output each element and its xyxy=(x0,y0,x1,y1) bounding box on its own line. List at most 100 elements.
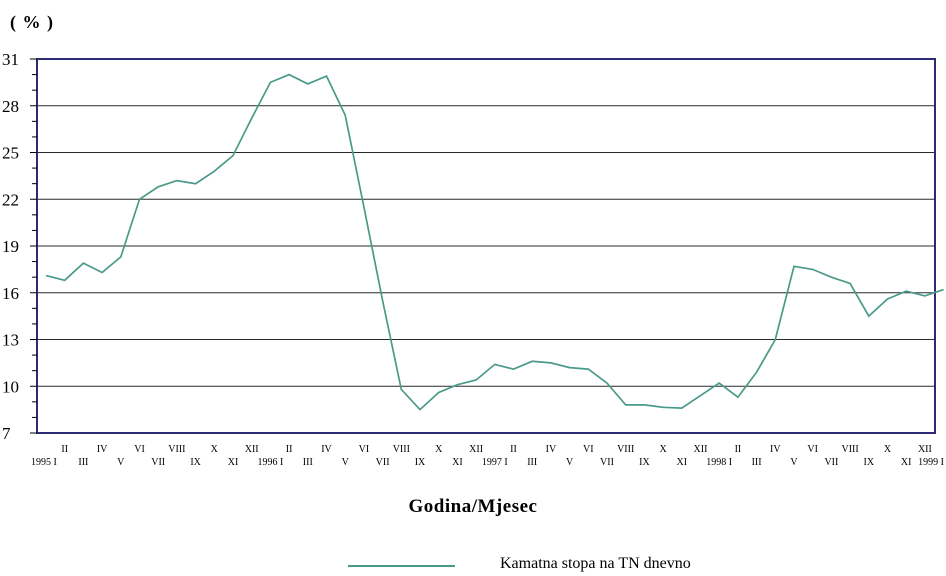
x-tick-label: XI xyxy=(228,457,239,468)
data-point xyxy=(587,368,589,370)
data-point xyxy=(251,117,253,119)
x-tick-label: VII xyxy=(824,457,838,468)
legend-swatch xyxy=(348,565,455,567)
data-point xyxy=(830,276,832,278)
x-tick-label: IV xyxy=(321,444,332,455)
x-tick-label: V xyxy=(117,457,125,468)
x-tick-label: VI xyxy=(134,444,145,455)
series-line xyxy=(45,73,944,411)
x-axis-title: Godina/Mjesec xyxy=(408,496,538,517)
x-tick-label: IX xyxy=(639,457,650,468)
x-tick-label: 1999 I xyxy=(918,457,944,468)
data-point xyxy=(812,268,814,270)
data-point xyxy=(400,388,402,390)
x-tick-label: X xyxy=(884,444,892,455)
data-point xyxy=(82,262,84,264)
data-point xyxy=(45,275,47,277)
y-tick-label: 16 xyxy=(2,284,19,303)
x-tick-label: III xyxy=(527,457,537,468)
y-tick-label: 7 xyxy=(2,424,11,443)
x-tick-label: VIII xyxy=(393,444,410,455)
data-point xyxy=(681,407,683,409)
x-tick-label: V xyxy=(342,457,350,468)
x-tick-label: VIII xyxy=(168,444,185,455)
x-tick-label: XII xyxy=(245,444,259,455)
x-tick-label: XII xyxy=(918,444,932,455)
data-point xyxy=(606,382,608,384)
data-point xyxy=(550,362,552,364)
x-tick-label: IV xyxy=(770,444,781,455)
x-tick-label: VII xyxy=(600,457,614,468)
data-point xyxy=(924,295,926,297)
data-point xyxy=(344,114,346,116)
x-tick-label: VII xyxy=(376,457,390,468)
data-point xyxy=(120,256,122,258)
x-tick-label: XI xyxy=(677,457,688,468)
x-tick-label: VI xyxy=(359,444,370,455)
data-point xyxy=(737,396,739,398)
data-point xyxy=(176,180,178,182)
x-tick-label: X xyxy=(435,444,443,455)
data-point xyxy=(195,183,197,185)
x-tick-label: 1997 I xyxy=(482,457,508,468)
data-point xyxy=(288,74,290,76)
y-axis: 7 10 13 16 19 22 25 28 31 xyxy=(2,50,37,443)
x-tick-label: III xyxy=(78,457,88,468)
data-point xyxy=(438,391,440,393)
data-point xyxy=(456,384,458,386)
x-tick-label: V xyxy=(790,457,798,468)
data-points xyxy=(45,74,945,411)
x-tick-label: II xyxy=(61,444,68,455)
y-tick-label: 13 xyxy=(2,331,19,350)
x-tick-label: XII xyxy=(469,444,483,455)
data-point xyxy=(756,371,758,373)
y-tick-label: 28 xyxy=(2,97,19,116)
x-axis: 1995 I III V VII IX XI 1996 I III V VII IX XI 1997 I… xyxy=(31,444,944,468)
data-point xyxy=(157,186,159,188)
x-tick-label: XI xyxy=(901,457,912,468)
data-point xyxy=(700,395,702,397)
data-point xyxy=(513,368,515,370)
x-tick-label: IV xyxy=(546,444,557,455)
data-point xyxy=(793,265,795,267)
data-point xyxy=(625,404,627,406)
x-tick-label: IV xyxy=(97,444,108,455)
x-tick-label: II xyxy=(735,444,742,455)
grid-lines xyxy=(37,105,935,387)
data-point xyxy=(494,363,496,365)
y-tick-label: 22 xyxy=(2,190,19,209)
legend-label: Kamatna stopa na TN dnevno xyxy=(500,555,691,572)
data-point xyxy=(774,339,776,341)
x-tick-label: 1995 I xyxy=(31,457,57,468)
data-point xyxy=(232,155,234,157)
data-point xyxy=(475,379,477,381)
x-tick-label: V xyxy=(566,457,574,468)
x-tick-label: III xyxy=(752,457,762,468)
data-point xyxy=(363,206,365,208)
x-tick-label: IX xyxy=(415,457,426,468)
x-tick-label: VIII xyxy=(841,444,858,455)
y-tick-label: 10 xyxy=(2,377,19,396)
x-tick-label: XI xyxy=(452,457,463,468)
data-point xyxy=(382,300,384,302)
x-tick-label: IX xyxy=(190,457,201,468)
x-tick-label: VI xyxy=(583,444,594,455)
data-point xyxy=(569,367,571,369)
y-tick-label: 31 xyxy=(2,50,19,69)
x-tick-label: VIII xyxy=(617,444,634,455)
x-tick-label: II xyxy=(510,444,517,455)
data-point xyxy=(643,404,645,406)
x-tick-label: IX xyxy=(864,457,875,468)
data-point xyxy=(905,290,907,292)
data-point xyxy=(718,382,720,384)
x-tick-label: X xyxy=(211,444,219,455)
data-point xyxy=(419,409,421,411)
x-tick-label: XII xyxy=(694,444,708,455)
data-point xyxy=(662,406,664,408)
x-tick-label: VI xyxy=(807,444,818,455)
data-point xyxy=(101,271,103,273)
y-unit-label: ( % ) xyxy=(10,12,54,32)
data-point xyxy=(307,83,309,85)
data-point xyxy=(849,282,851,284)
